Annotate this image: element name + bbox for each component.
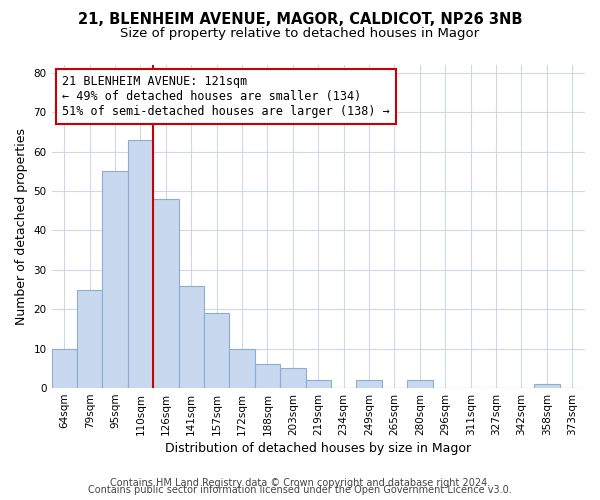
X-axis label: Distribution of detached houses by size in Magor: Distribution of detached houses by size … [165,442,472,455]
Bar [103,172,128,388]
Bar [229,348,255,388]
Bar [280,368,305,388]
Bar [52,348,77,388]
Bar [204,313,229,388]
Bar [255,364,280,388]
Text: Size of property relative to detached houses in Magor: Size of property relative to detached ho… [121,28,479,40]
Text: 21, BLENHEIM AVENUE, MAGOR, CALDICOT, NP26 3NB: 21, BLENHEIM AVENUE, MAGOR, CALDICOT, NP… [78,12,522,28]
Text: 21 BLENHEIM AVENUE: 121sqm
← 49% of detached houses are smaller (134)
51% of sem: 21 BLENHEIM AVENUE: 121sqm ← 49% of deta… [62,74,390,118]
Bar [77,290,103,388]
Bar [534,384,560,388]
Text: Contains HM Land Registry data © Crown copyright and database right 2024.: Contains HM Land Registry data © Crown c… [110,478,490,488]
Bar [305,380,331,388]
Y-axis label: Number of detached properties: Number of detached properties [15,128,28,325]
Bar [407,380,433,388]
Bar [153,199,179,388]
Text: Contains public sector information licensed under the Open Government Licence v3: Contains public sector information licen… [88,485,512,495]
Bar [128,140,153,388]
Bar [356,380,382,388]
Bar [179,286,204,388]
